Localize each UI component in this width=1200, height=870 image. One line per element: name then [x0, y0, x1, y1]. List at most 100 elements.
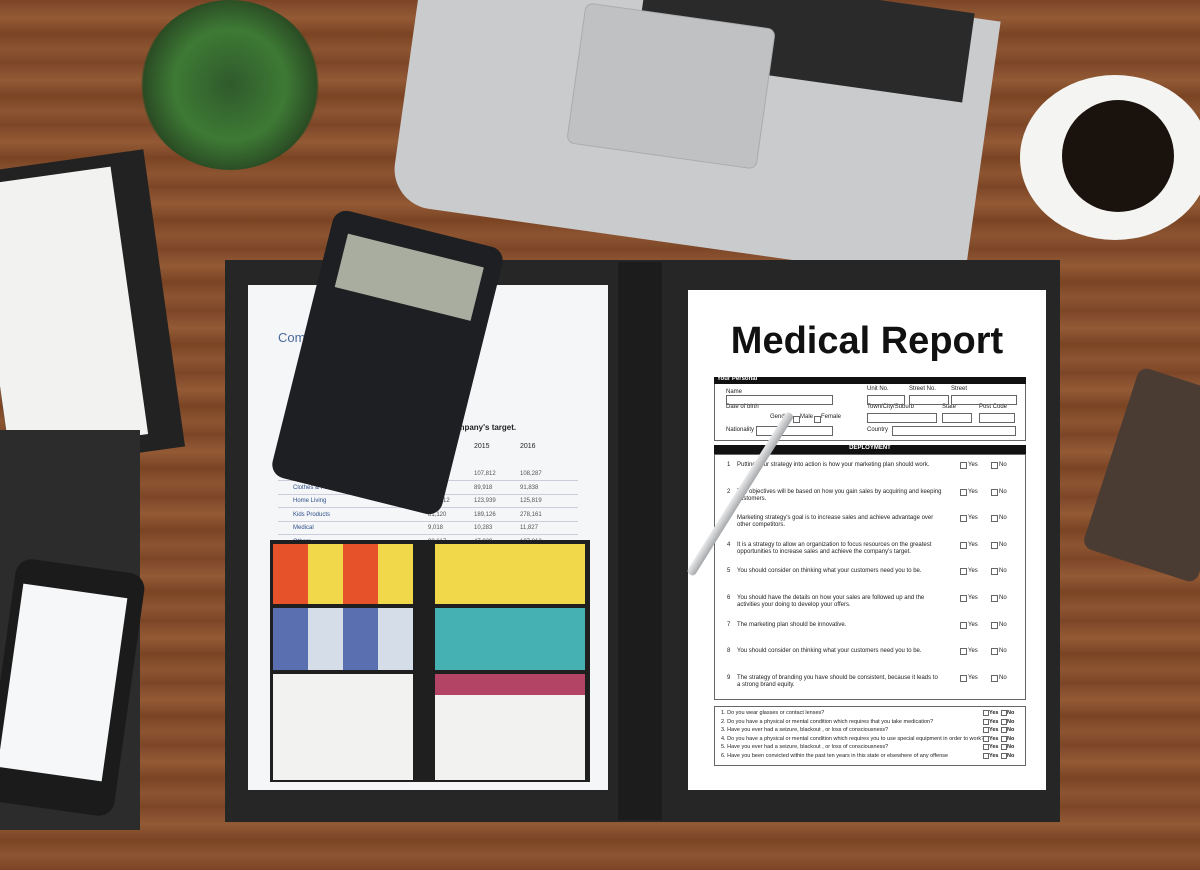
- table-cell: 89,918: [474, 484, 493, 491]
- no-label: No: [1007, 727, 1015, 733]
- checkbox: [960, 488, 967, 496]
- plant: [140, 0, 320, 170]
- no-label: No: [1007, 735, 1015, 742]
- no-label: No: [1007, 752, 1015, 759]
- checkbox: [991, 648, 998, 656]
- question: 5. Have you ever had a seizure, blackout…: [721, 744, 889, 750]
- checkbox: [960, 621, 967, 629]
- item-number: 2: [727, 488, 731, 495]
- field-label: Post Code: [979, 404, 1008, 410]
- no-label: No: [999, 462, 1007, 468]
- coffee: [1062, 100, 1174, 212]
- personal-header: Your Personal: [717, 376, 758, 382]
- table-cell: 11,827: [520, 525, 538, 531]
- checkbox: [1001, 710, 1007, 716]
- table-cell: 189,126: [474, 511, 496, 518]
- table-row-label: Medical: [293, 525, 314, 531]
- table-row-label: Home Living: [293, 498, 327, 504]
- table-cell: 10,283: [474, 525, 493, 531]
- no-label: No: [999, 488, 1007, 495]
- notes-blue: [273, 608, 413, 670]
- question: 2. Do you have a physical or mental cond…: [721, 718, 934, 725]
- notes-white: [273, 674, 413, 780]
- input-box: [867, 413, 937, 423]
- calculator-screen: [334, 233, 484, 321]
- table-header: 2015: [474, 443, 490, 450]
- item-number: 4: [727, 541, 731, 548]
- item-number: 6: [727, 595, 731, 601]
- deployment-header-bar: [714, 445, 1026, 454]
- yes-label: Yes: [968, 541, 978, 548]
- no-label: No: [999, 621, 1007, 628]
- no-label: No: [1007, 710, 1015, 716]
- item-text: The strategy of branding you have should…: [737, 674, 938, 688]
- field-label: Gender: [770, 414, 791, 420]
- input-box: [726, 395, 833, 405]
- item-text: Marketing strategy's goal is to increase…: [737, 515, 934, 529]
- input-box: [909, 395, 949, 405]
- doc-subtitle: company's target.: [448, 423, 517, 432]
- yes-label: Yes: [989, 727, 999, 733]
- field-label: Street No.: [909, 386, 937, 392]
- yes-label: Yes: [968, 568, 978, 575]
- question: 1. Do you wear glasses or contact lenses…: [721, 710, 825, 716]
- table-cell: 81,120: [428, 511, 447, 518]
- checkbox: [983, 718, 989, 725]
- input-box: [942, 413, 972, 423]
- table-row-line: [278, 520, 578, 522]
- item-text: You should consider on thinking what you…: [737, 648, 922, 655]
- yes-label: Yes: [968, 674, 978, 681]
- checkbox: [991, 568, 998, 576]
- checkbox: [1001, 735, 1007, 742]
- input-box: [951, 395, 1017, 405]
- field-label: Town/City/Suburb: [867, 404, 915, 410]
- trackpad: [566, 2, 776, 170]
- item-text: Putting your strategy into action is how…: [737, 462, 930, 468]
- no-label: No: [999, 595, 1007, 601]
- no-label: No: [999, 541, 1007, 548]
- table-cell: 91,838: [520, 484, 539, 491]
- checkbox: [991, 541, 998, 549]
- checkbox: [983, 710, 989, 716]
- checkbox: [960, 541, 967, 549]
- yes-label: Yes: [968, 488, 978, 495]
- input-box: [867, 395, 905, 405]
- no-label: No: [999, 515, 1007, 522]
- item-text: The objectives will be based on how you …: [737, 488, 942, 502]
- checkbox: [814, 416, 821, 423]
- yes-label: Yes: [968, 595, 978, 601]
- table-row-line: [278, 534, 578, 535]
- folder-spine: [618, 262, 662, 820]
- checkbox: [960, 648, 967, 656]
- input-box: [756, 426, 833, 436]
- yes-label: Yes: [989, 718, 999, 725]
- field-label: Male: [800, 414, 814, 420]
- question: 6. Have you been convicted within the pa…: [721, 752, 949, 759]
- checkbox: [1001, 744, 1007, 750]
- checkbox: [991, 621, 998, 629]
- deployment-box: [714, 454, 1026, 700]
- item-text: You should consider on thinking what you…: [737, 568, 922, 575]
- report-title: Medical Report: [730, 320, 1004, 362]
- yes-label: Yes: [989, 710, 999, 716]
- no-label: No: [999, 568, 1007, 575]
- table-cell: 108,287: [520, 471, 542, 477]
- checkbox: [983, 735, 989, 742]
- checkbox: [991, 595, 998, 602]
- checkbox: [991, 462, 998, 469]
- item-number: 8: [727, 648, 731, 655]
- field-label: Country: [867, 427, 889, 433]
- checkbox: [1001, 752, 1007, 759]
- yes-label: Yes: [989, 735, 999, 742]
- checkbox: [991, 674, 998, 682]
- field-label: Female: [821, 414, 842, 420]
- notes-pink: [435, 674, 585, 780]
- sticky-notes: [270, 540, 590, 782]
- table-cell: 9,018: [428, 525, 444, 531]
- checkbox: [960, 568, 967, 576]
- field-label: Street: [951, 386, 968, 392]
- table-cell: 278,161: [520, 511, 542, 518]
- checkbox: [1001, 727, 1007, 733]
- table-cell: 107,812: [474, 471, 496, 477]
- notes-teal: [435, 608, 585, 670]
